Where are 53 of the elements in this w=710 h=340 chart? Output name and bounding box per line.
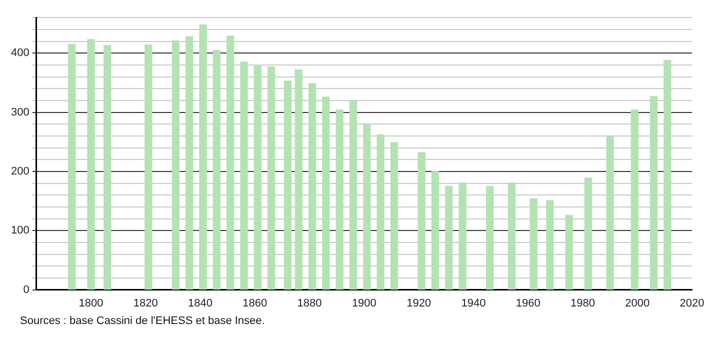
bar <box>267 66 276 290</box>
x-tick-label: 2000 <box>625 297 650 310</box>
x-tick-label: 1860 <box>242 297 268 310</box>
y-tick-label: 200 <box>10 165 30 178</box>
bar <box>565 214 573 290</box>
bar <box>336 110 344 290</box>
x-tick-label: 1880 <box>297 297 322 310</box>
x-tick-label: 1980 <box>570 297 595 310</box>
bar <box>68 44 76 290</box>
y-tick-label: 100 <box>10 224 30 237</box>
bar <box>284 80 292 290</box>
source-note: Sources : base Cassini de l'EHESS et base Insee. <box>20 315 266 327</box>
y-tick-label: 0 <box>23 284 30 296</box>
bar <box>486 186 494 290</box>
bar <box>431 171 440 290</box>
bar <box>308 82 316 290</box>
x-tick-label: 1900 <box>352 297 376 310</box>
bar <box>363 124 371 290</box>
bar <box>172 40 180 290</box>
bar <box>349 100 358 290</box>
bar <box>650 96 658 290</box>
bar <box>212 50 220 290</box>
bar <box>584 178 592 290</box>
bar <box>664 60 672 290</box>
x-tick-label: 1820 <box>133 297 158 310</box>
bar <box>390 142 398 290</box>
x-tick-label: 1920 <box>406 297 432 310</box>
bar <box>144 44 152 290</box>
bar <box>445 186 453 290</box>
bar <box>546 200 554 290</box>
bar <box>294 69 302 290</box>
bar <box>376 134 384 290</box>
bar <box>508 182 516 290</box>
x-tick-label: 2020 <box>680 297 704 310</box>
bar <box>199 24 207 290</box>
bar <box>630 110 638 290</box>
bar <box>322 96 330 290</box>
bar <box>254 64 262 290</box>
bar <box>240 62 248 290</box>
bar <box>226 36 234 290</box>
bar <box>104 45 112 290</box>
bar <box>418 152 426 290</box>
bar <box>530 198 538 290</box>
x-tick-label: 1800 <box>78 297 104 310</box>
y-tick-label: 400 <box>10 47 30 60</box>
x-tick-label: 1940 <box>461 297 486 310</box>
bar <box>458 182 466 290</box>
x-tick-label: 1960 <box>516 297 540 310</box>
x-tick-label: 1840 <box>188 297 213 310</box>
bar <box>87 39 95 290</box>
bar <box>186 36 194 290</box>
y-tick-label: 300 <box>10 106 30 118</box>
bar <box>606 136 614 290</box>
